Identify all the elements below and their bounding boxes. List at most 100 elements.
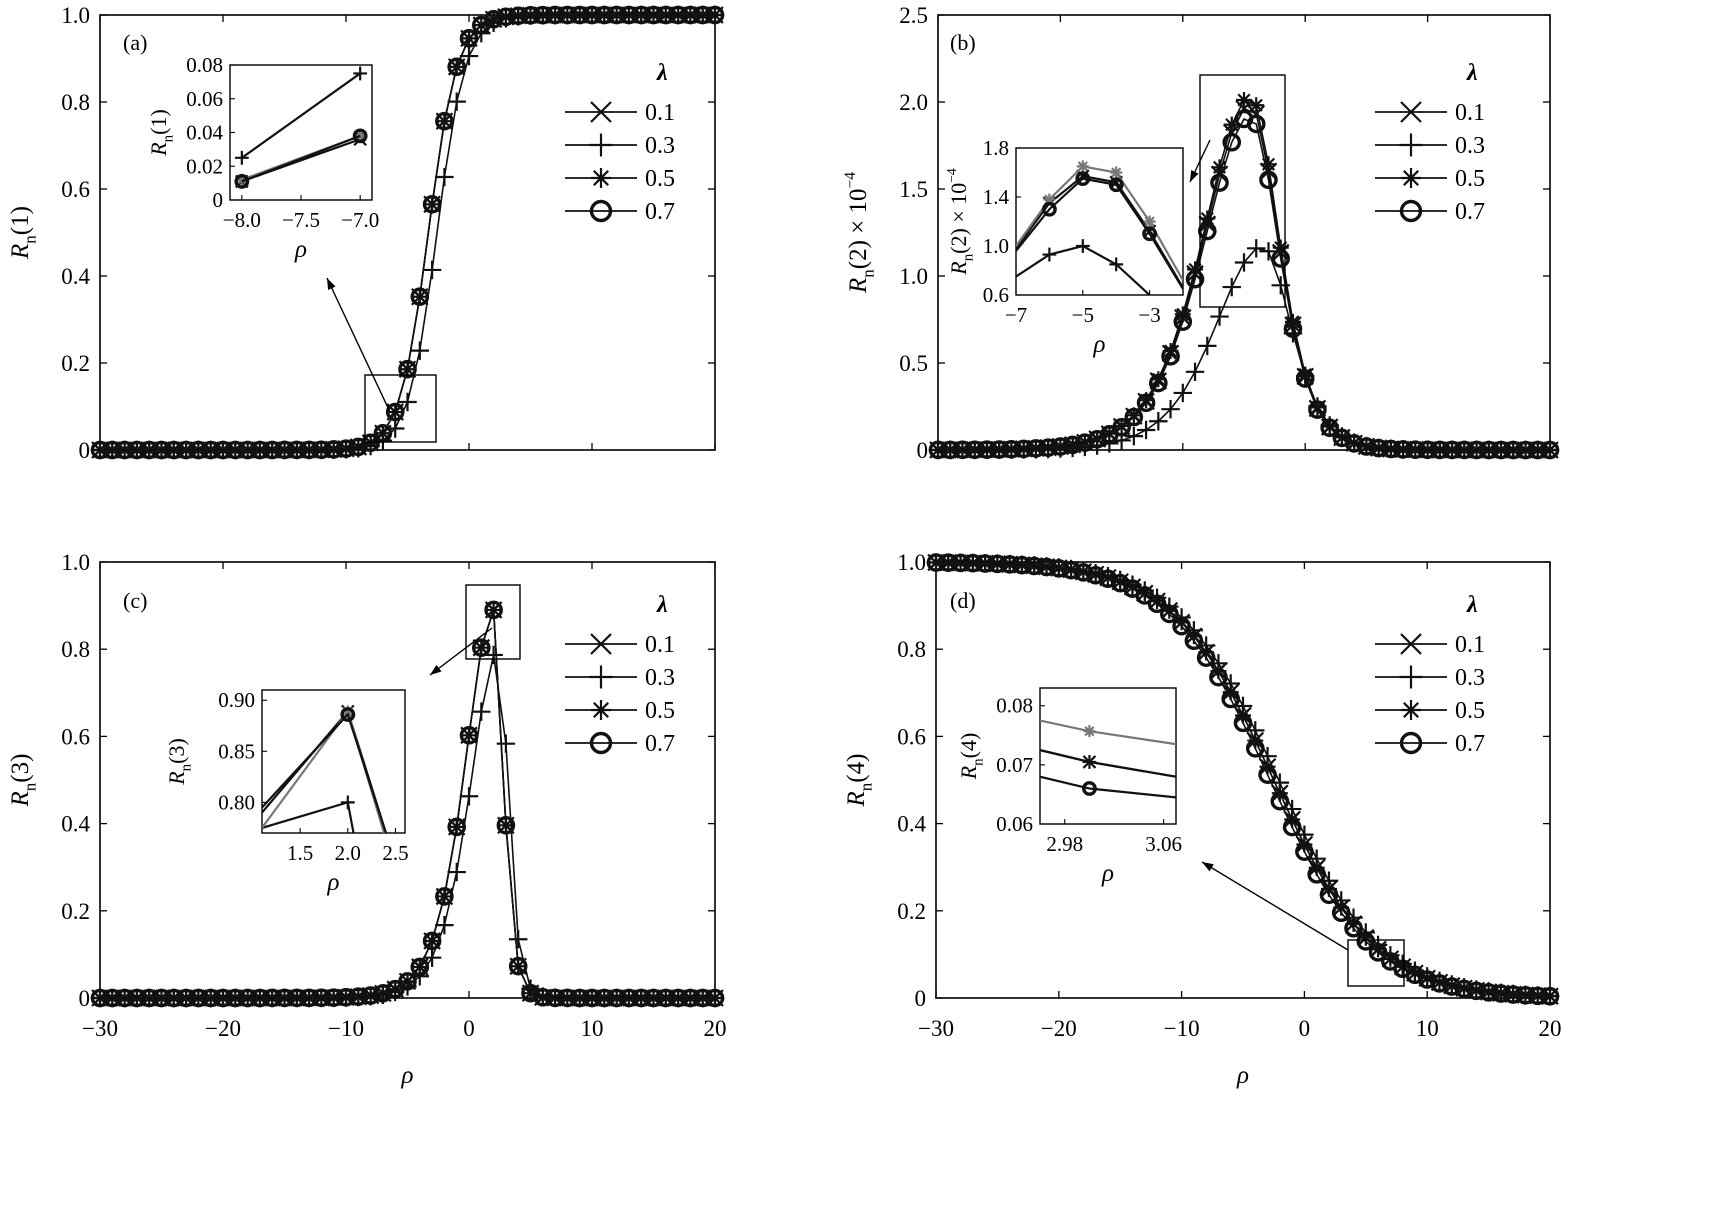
x-tick-label: −30 [82, 1016, 118, 1041]
marker-circle [1319, 885, 1339, 905]
zoom-arrow-head [430, 664, 442, 675]
marker-circle [361, 433, 380, 453]
zoom-arrow-head [327, 278, 336, 290]
marker-circle [1381, 439, 1401, 459]
inset-frame [229, 64, 373, 201]
zoom-box [364, 374, 437, 443]
inset-series-line [262, 712, 387, 833]
marker-circle [484, 600, 503, 620]
marker-circle [1184, 631, 1204, 651]
marker-circle [1357, 437, 1376, 456]
marker-star [1333, 899, 1350, 916]
marker-circle [1356, 932, 1376, 951]
series-line [100, 14, 716, 451]
inset-y-tick-label: 0.85 [218, 739, 255, 763]
inset-x-axis-label: ρ [327, 869, 340, 896]
marker-circle [693, 988, 713, 1008]
marker-circle [1399, 199, 1423, 223]
marker-circle [299, 988, 319, 1008]
marker-circle [1491, 984, 1511, 1003]
series-0.3 [926, 553, 1560, 1006]
y-axis-label: Rn(2) × 10−4 [842, 172, 878, 294]
marker-circle [1172, 616, 1191, 636]
marker-circle [644, 5, 663, 25]
inset-y-axis-label: Rn(4) [956, 733, 987, 781]
inset-y-tick-label: 1.0 [983, 234, 1009, 258]
legend-label: 0.7 [645, 199, 675, 225]
marker-circle [262, 988, 282, 1008]
marker-circle [238, 988, 257, 1008]
marker-circle [965, 440, 985, 460]
marker-circle [164, 988, 184, 1008]
y-axis-label: Rn(1) [7, 206, 40, 260]
marker-circle [1283, 319, 1303, 339]
marker-circle [570, 5, 590, 25]
marker-circle [115, 440, 134, 460]
marker-star [1248, 97, 1265, 114]
y-axis-label: Rn(3) [7, 754, 40, 808]
marker-plus [422, 260, 442, 280]
marker-circle [361, 986, 380, 1005]
marker-circle [1000, 555, 1019, 574]
inset-x-axis-label: ρ [1093, 331, 1106, 358]
marker-circle [447, 817, 467, 837]
marker-star [1401, 168, 1421, 188]
marker-star [354, 129, 367, 142]
y-tick-label: 0.4 [897, 812, 926, 837]
y-tick-label: 0.8 [897, 637, 926, 662]
marker-circle [1222, 132, 1242, 152]
inset-y-tick-label: 0.90 [218, 688, 255, 712]
marker-star [1162, 342, 1179, 359]
marker-circle [1307, 865, 1326, 884]
marker-circle [1271, 249, 1291, 268]
series-0.3 [90, 645, 725, 1008]
marker-circle [693, 5, 713, 25]
marker-circle [496, 816, 516, 835]
series-line [935, 561, 1551, 998]
marker-circle [928, 440, 948, 460]
marker-circle [1368, 943, 1388, 962]
marker-star [1110, 166, 1123, 179]
inset-y-tick-label: 0.08 [186, 53, 223, 77]
legend-label: 0.5 [645, 698, 675, 724]
inset-x-tick-label: −3 [1138, 303, 1160, 327]
marker-circle [1516, 985, 1535, 1005]
inset-frame [261, 689, 406, 834]
inset-x-tick-label: −7.0 [341, 208, 379, 232]
marker-circle [1210, 173, 1229, 192]
marker-circle [1026, 439, 1046, 458]
marker-circle [1075, 433, 1095, 452]
marker-circle [1185, 269, 1205, 289]
series-line [100, 609, 715, 999]
marker-star [1401, 700, 1421, 720]
series-0.5 [928, 554, 1558, 1005]
y-tick-label: 0.4 [61, 264, 90, 289]
y-tick-label: 0.5 [899, 351, 928, 376]
inset-y-axis-label: Rn(2) × 10−4 [944, 168, 977, 276]
marker-circle [533, 5, 553, 25]
legend-title: λ [656, 60, 668, 86]
zoom-arrow [326, 277, 391, 413]
marker-circle [938, 553, 958, 573]
marker-star [1124, 578, 1141, 595]
inset-data [262, 704, 387, 833]
y-axis-label: Rn(4) [843, 754, 876, 808]
inset-y-tick-label: 0.07 [996, 753, 1033, 777]
y-tick-label: 0.4 [61, 812, 90, 837]
marker-circle [545, 5, 565, 25]
marker-circle [127, 440, 147, 460]
legend-label: 0.5 [645, 166, 675, 192]
series-line [935, 561, 1551, 998]
inset-data [1040, 719, 1176, 799]
legend-title: λ [656, 592, 668, 618]
inset-y-tick-label: 0.80 [218, 790, 255, 814]
inset-y-tick-label: 0.04 [186, 121, 223, 145]
marker-circle [213, 440, 233, 460]
marker-circle [1540, 440, 1560, 460]
panel-d: 0 0.2 0.4 0.6 0.8 1.0 −30 −20 −10 0 10 20 Rn(4) ρ (d) λ… [843, 550, 1562, 1089]
series-0.1 [91, 601, 724, 1007]
marker-circle [410, 287, 430, 307]
marker-plus [353, 66, 368, 81]
marker-circle [1049, 559, 1069, 578]
marker-circle [508, 6, 528, 26]
